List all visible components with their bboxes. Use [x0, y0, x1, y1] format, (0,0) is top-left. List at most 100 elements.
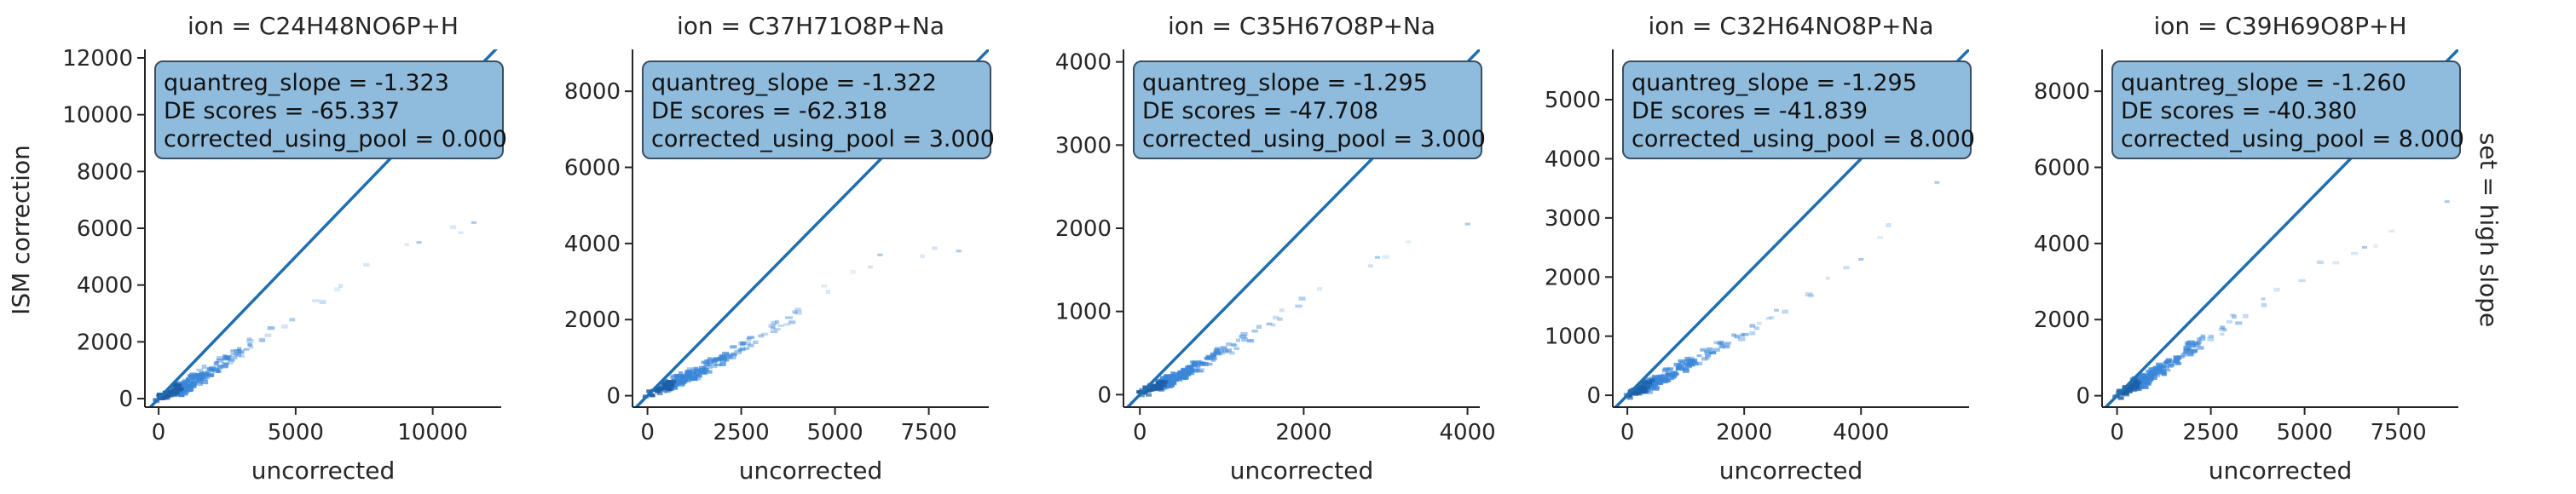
density-bin — [730, 353, 737, 357]
density-bin — [1753, 326, 1760, 330]
stats-line-2: DE scores = -40.380 — [2121, 98, 2357, 124]
stats-box — [1622, 60, 1972, 159]
density-bin — [2373, 244, 2378, 249]
density-bin — [1626, 396, 1633, 400]
density-bin — [1689, 356, 1695, 361]
density-bin — [182, 378, 189, 383]
density-bin — [1672, 374, 1678, 378]
density-bin — [1176, 371, 1182, 375]
density-bin — [2332, 261, 2340, 265]
density-bin — [1886, 223, 1892, 227]
density-bin — [1239, 334, 1247, 339]
y-tick-label: 3000 — [1055, 133, 1112, 158]
density-bin — [794, 310, 802, 315]
density-bin — [1295, 304, 1302, 308]
density-bin — [1277, 317, 1283, 321]
density-bin — [2187, 340, 2195, 344]
density-bin — [186, 386, 193, 391]
density-bin — [167, 388, 174, 392]
density-bin — [189, 372, 197, 376]
density-bin — [1183, 370, 1188, 373]
density-bin — [1271, 323, 1276, 327]
density-bin — [2207, 336, 2215, 342]
stats-line-1: quantreg_slope = -1.295 — [1142, 70, 1428, 96]
x-tick-label: 10000 — [397, 420, 468, 445]
density-cloud — [2112, 200, 2450, 400]
density-bin — [186, 383, 193, 387]
y-tick-label: 2000 — [1545, 265, 1601, 290]
density-bin — [2261, 297, 2266, 301]
density-bin — [1663, 375, 1668, 380]
density-bin — [2118, 392, 2125, 396]
density-bin — [1210, 358, 1216, 362]
density-bin — [1843, 266, 1850, 270]
density-bin — [220, 365, 228, 369]
density-bin — [183, 383, 192, 388]
density-bin — [747, 336, 755, 339]
density-bin — [1705, 353, 1712, 358]
outlier-bin — [1934, 181, 1940, 184]
x-axis-label: uncorrected — [1719, 457, 1863, 485]
y-tick-label: 10000 — [62, 103, 133, 129]
density-bin — [222, 362, 229, 365]
density-bin — [708, 365, 713, 369]
density-bin — [707, 357, 713, 360]
facet-row-label: set = high slope — [2475, 133, 2503, 328]
outlier-bin — [877, 253, 883, 256]
density-bin — [1641, 380, 1648, 384]
density-bin — [2147, 380, 2152, 383]
density-bin — [2169, 363, 2175, 367]
density-bin — [319, 300, 326, 305]
x-axis-label: uncorrected — [2209, 457, 2353, 485]
stats-box — [642, 60, 991, 159]
density-bin — [1160, 380, 1167, 384]
y-tick-label: 2000 — [2034, 307, 2090, 333]
density-bin — [1683, 362, 1688, 365]
density-bin — [747, 336, 754, 339]
density-bin — [2131, 384, 2138, 388]
density-bin — [1247, 339, 1254, 342]
x-tick-label: 4000 — [1440, 420, 1496, 445]
density-bin — [1651, 374, 1660, 379]
density-bin — [686, 367, 694, 370]
density-bin — [1382, 255, 1389, 259]
density-bin — [185, 382, 192, 387]
stats-box — [154, 60, 504, 159]
density-bin — [728, 355, 736, 359]
stats-line-1: quantreg_slope = -1.322 — [651, 70, 937, 96]
density-bin — [1661, 373, 1666, 377]
density-bin — [2147, 370, 2152, 375]
density-bin — [1211, 355, 1217, 359]
density-bin — [680, 373, 689, 378]
density-bin — [713, 357, 722, 362]
density-bin — [673, 386, 679, 390]
density-bin — [679, 382, 685, 386]
density-bin — [206, 368, 214, 371]
density-bin — [690, 368, 698, 372]
stats-line-1: quantreg_slope = -1.295 — [1632, 70, 1917, 96]
outlier-bin — [1858, 257, 1864, 261]
density-bin — [2173, 355, 2180, 359]
density-bin — [211, 367, 220, 372]
density-bin — [693, 370, 701, 375]
density-bin — [246, 336, 252, 341]
x-tick-label: 2500 — [2183, 420, 2239, 445]
density-bin — [2132, 380, 2139, 384]
density-bin — [791, 309, 797, 314]
density-bin — [711, 359, 719, 364]
density-bin — [771, 320, 777, 325]
density-bin — [1651, 383, 1658, 387]
density-bin — [1191, 360, 1197, 365]
density-bin — [686, 370, 694, 375]
panel-1: 0 5000 10000 0 2000 4000 6000 8000 10000 12000 ion… — [62, 12, 507, 485]
y-tick-label: 6000 — [2034, 156, 2090, 181]
density-bin — [2167, 359, 2172, 363]
panel-3: 0 2000 4000 0 1000 2000 3000 4000 ion = C35H67O8… — [1055, 12, 1496, 485]
density-bin — [223, 355, 232, 359]
stats-box — [1133, 60, 1482, 159]
density-bin — [1713, 348, 1720, 352]
density-bin — [231, 355, 238, 359]
density-bin — [1635, 388, 1642, 393]
density-bin — [1683, 367, 1689, 370]
density-bin — [1667, 367, 1674, 370]
